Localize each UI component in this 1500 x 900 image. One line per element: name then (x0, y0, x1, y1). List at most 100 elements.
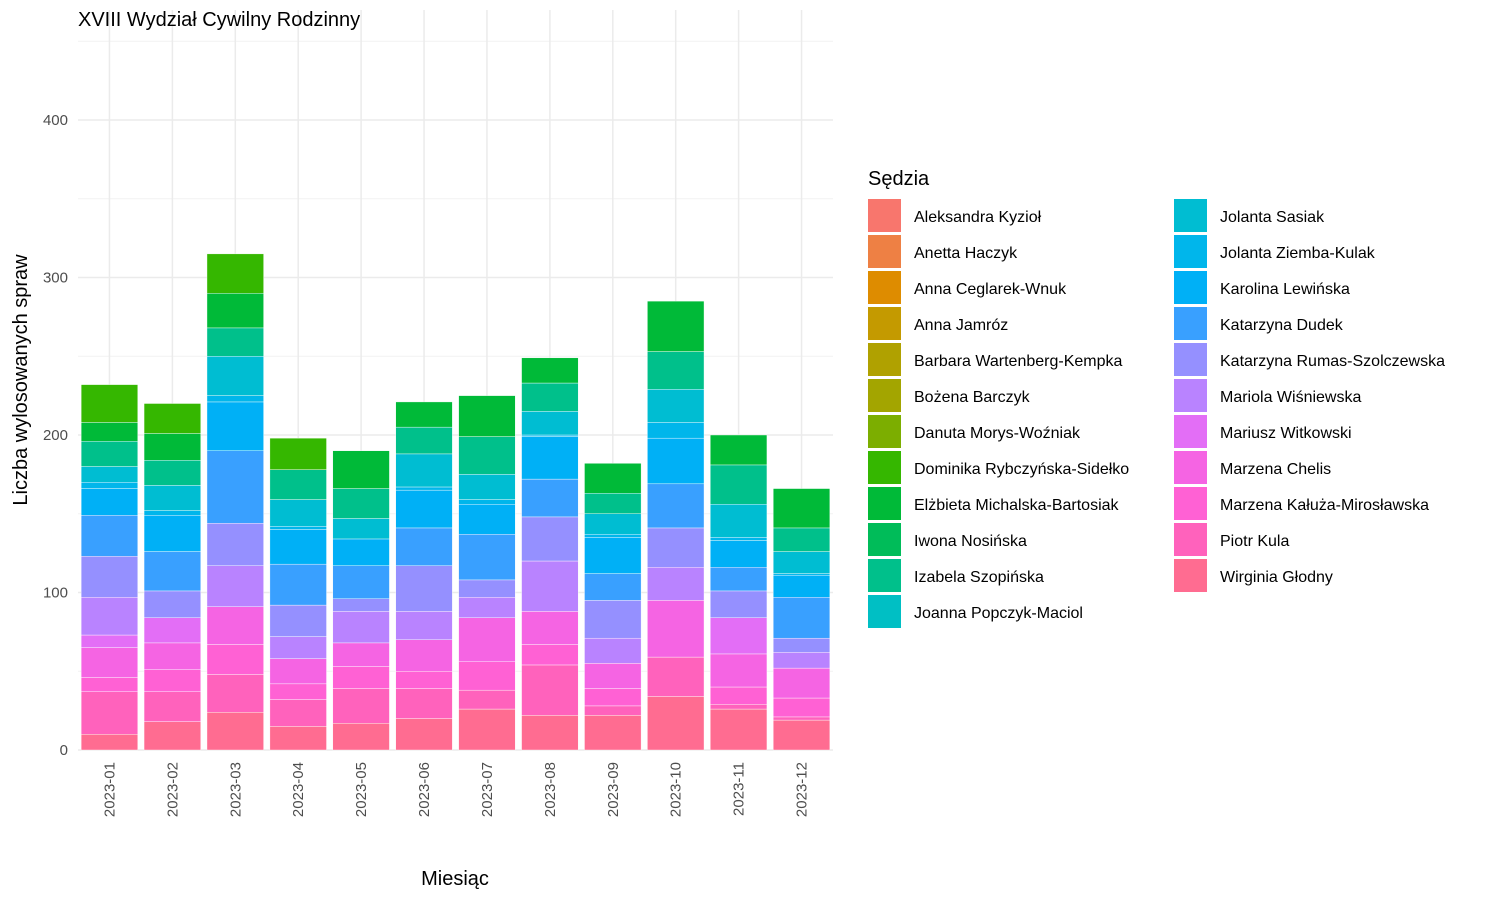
bar-segment (206, 644, 264, 675)
bar-segment (269, 683, 327, 700)
y-tick-label: 0 (60, 742, 68, 759)
bar-segment (80, 466, 138, 483)
bar-segment (395, 401, 453, 428)
bar-segment (269, 529, 327, 565)
bar-segment (647, 600, 705, 658)
bar-segment (206, 253, 264, 294)
bar-segment (773, 488, 831, 529)
bar-segment (710, 708, 768, 751)
legend-key (1174, 487, 1207, 520)
bar-segment (143, 669, 201, 692)
bar-segment (269, 699, 327, 727)
bar-segment (584, 463, 642, 494)
bar-segment (584, 688, 642, 707)
bar-segment (269, 636, 327, 659)
bar-segment (521, 382, 579, 412)
bar-segment (80, 634, 138, 648)
bar-segment (521, 434, 579, 437)
legend-label: Anna Jamróz (914, 317, 1008, 334)
bar-segment (458, 579, 516, 598)
bar-segment (80, 677, 138, 692)
bar-segment (143, 433, 201, 461)
legend-key (1174, 559, 1207, 592)
bar-segment (80, 482, 138, 489)
legend-key (1174, 451, 1207, 484)
bar-segment (773, 551, 831, 574)
x-tick-label: 2023-11 (731, 762, 748, 816)
bar-segment (395, 639, 453, 672)
legend-key (868, 343, 901, 376)
bar-segment (332, 518, 390, 540)
legend-key (1174, 415, 1207, 448)
bar-segment (458, 689, 516, 710)
x-tick-label: 2023-07 (479, 762, 496, 817)
legend-label: Iwona Nosińska (914, 533, 1027, 550)
bar-segment (332, 666, 390, 689)
bars (80, 253, 831, 751)
bar-segment (710, 590, 768, 618)
bar-segment (458, 504, 516, 535)
x-tick-label: 2023-10 (668, 762, 685, 817)
bar-segment (395, 718, 453, 751)
bar-segment (395, 611, 453, 640)
bar-segment (458, 708, 516, 751)
legend-label: Danuta Morys-Woźniak (914, 425, 1081, 442)
legend-label: Jolanta Sasiak (1220, 209, 1325, 226)
bar-segment (647, 422, 705, 439)
legend-key (868, 451, 901, 484)
bar-segment (584, 663, 642, 689)
bar-segment (773, 697, 831, 718)
legend-label: Mariola Wiśniewska (1220, 389, 1361, 406)
bar-segment (332, 688, 390, 724)
bar-segment (80, 488, 138, 516)
bar-segment (206, 523, 264, 566)
legend-key (868, 271, 901, 304)
bar-segment (206, 395, 264, 403)
legend-label: Karolina Lewińska (1220, 281, 1350, 298)
bar-segment (521, 715, 579, 751)
bar-segment (143, 460, 201, 486)
bar-segment (395, 688, 453, 719)
bar-segment (332, 565, 390, 599)
legend-label: Marzena Chelis (1220, 461, 1331, 478)
legend-key (1174, 379, 1207, 412)
legend-key (1174, 271, 1207, 304)
bar-segment (710, 464, 768, 505)
bar-segment (773, 527, 831, 552)
bar-segment (395, 671, 453, 689)
bar-segment (710, 504, 768, 538)
bar-segment (647, 389, 705, 423)
y-tick-label: 400 (43, 112, 68, 129)
bar-segment (269, 437, 327, 470)
legend: Aleksandra Kyzioł Anetta Haczyk Anna Cegla… (868, 199, 1445, 628)
bar-segment (773, 597, 831, 639)
bar-segment (584, 637, 642, 664)
x-axis-title: Miesiąc (421, 868, 489, 890)
legend-label: Anna Ceglarek-Wnuk (914, 281, 1067, 298)
legend-label: Anetta Haczyk (914, 245, 1018, 262)
y-axis-ticks: 0 100 200 300 400 (43, 112, 68, 759)
x-axis-ticks: 2023-01 2023-02 2023-03 2023-04 2023-05 2023-… (101, 762, 810, 817)
bar-segment (206, 327, 264, 357)
chart-title: XVIII Wydział Cywilny Rodzinny (78, 9, 360, 31)
legend-label: Jolanta Ziemba-Kulak (1220, 245, 1376, 262)
bar-segment (710, 540, 768, 568)
bar-segment (773, 667, 831, 699)
legend-key (1174, 199, 1207, 232)
bar-segment (143, 551, 201, 592)
bar-segment (332, 488, 390, 519)
bar-segment (206, 606, 264, 645)
bar-segment (80, 515, 138, 557)
bar-segment (80, 556, 138, 598)
bar-segment (584, 534, 642, 538)
bar-segment (332, 611, 390, 644)
bar-segment (521, 436, 579, 480)
bar-segment (773, 652, 831, 669)
bar-segment (206, 450, 264, 524)
y-tick-label: 300 (43, 270, 68, 287)
bar-segment (458, 499, 516, 505)
x-tick-label: 2023-02 (164, 762, 181, 817)
legend-key (868, 379, 901, 412)
bar-segment (395, 527, 453, 566)
bar-segment (143, 515, 201, 552)
